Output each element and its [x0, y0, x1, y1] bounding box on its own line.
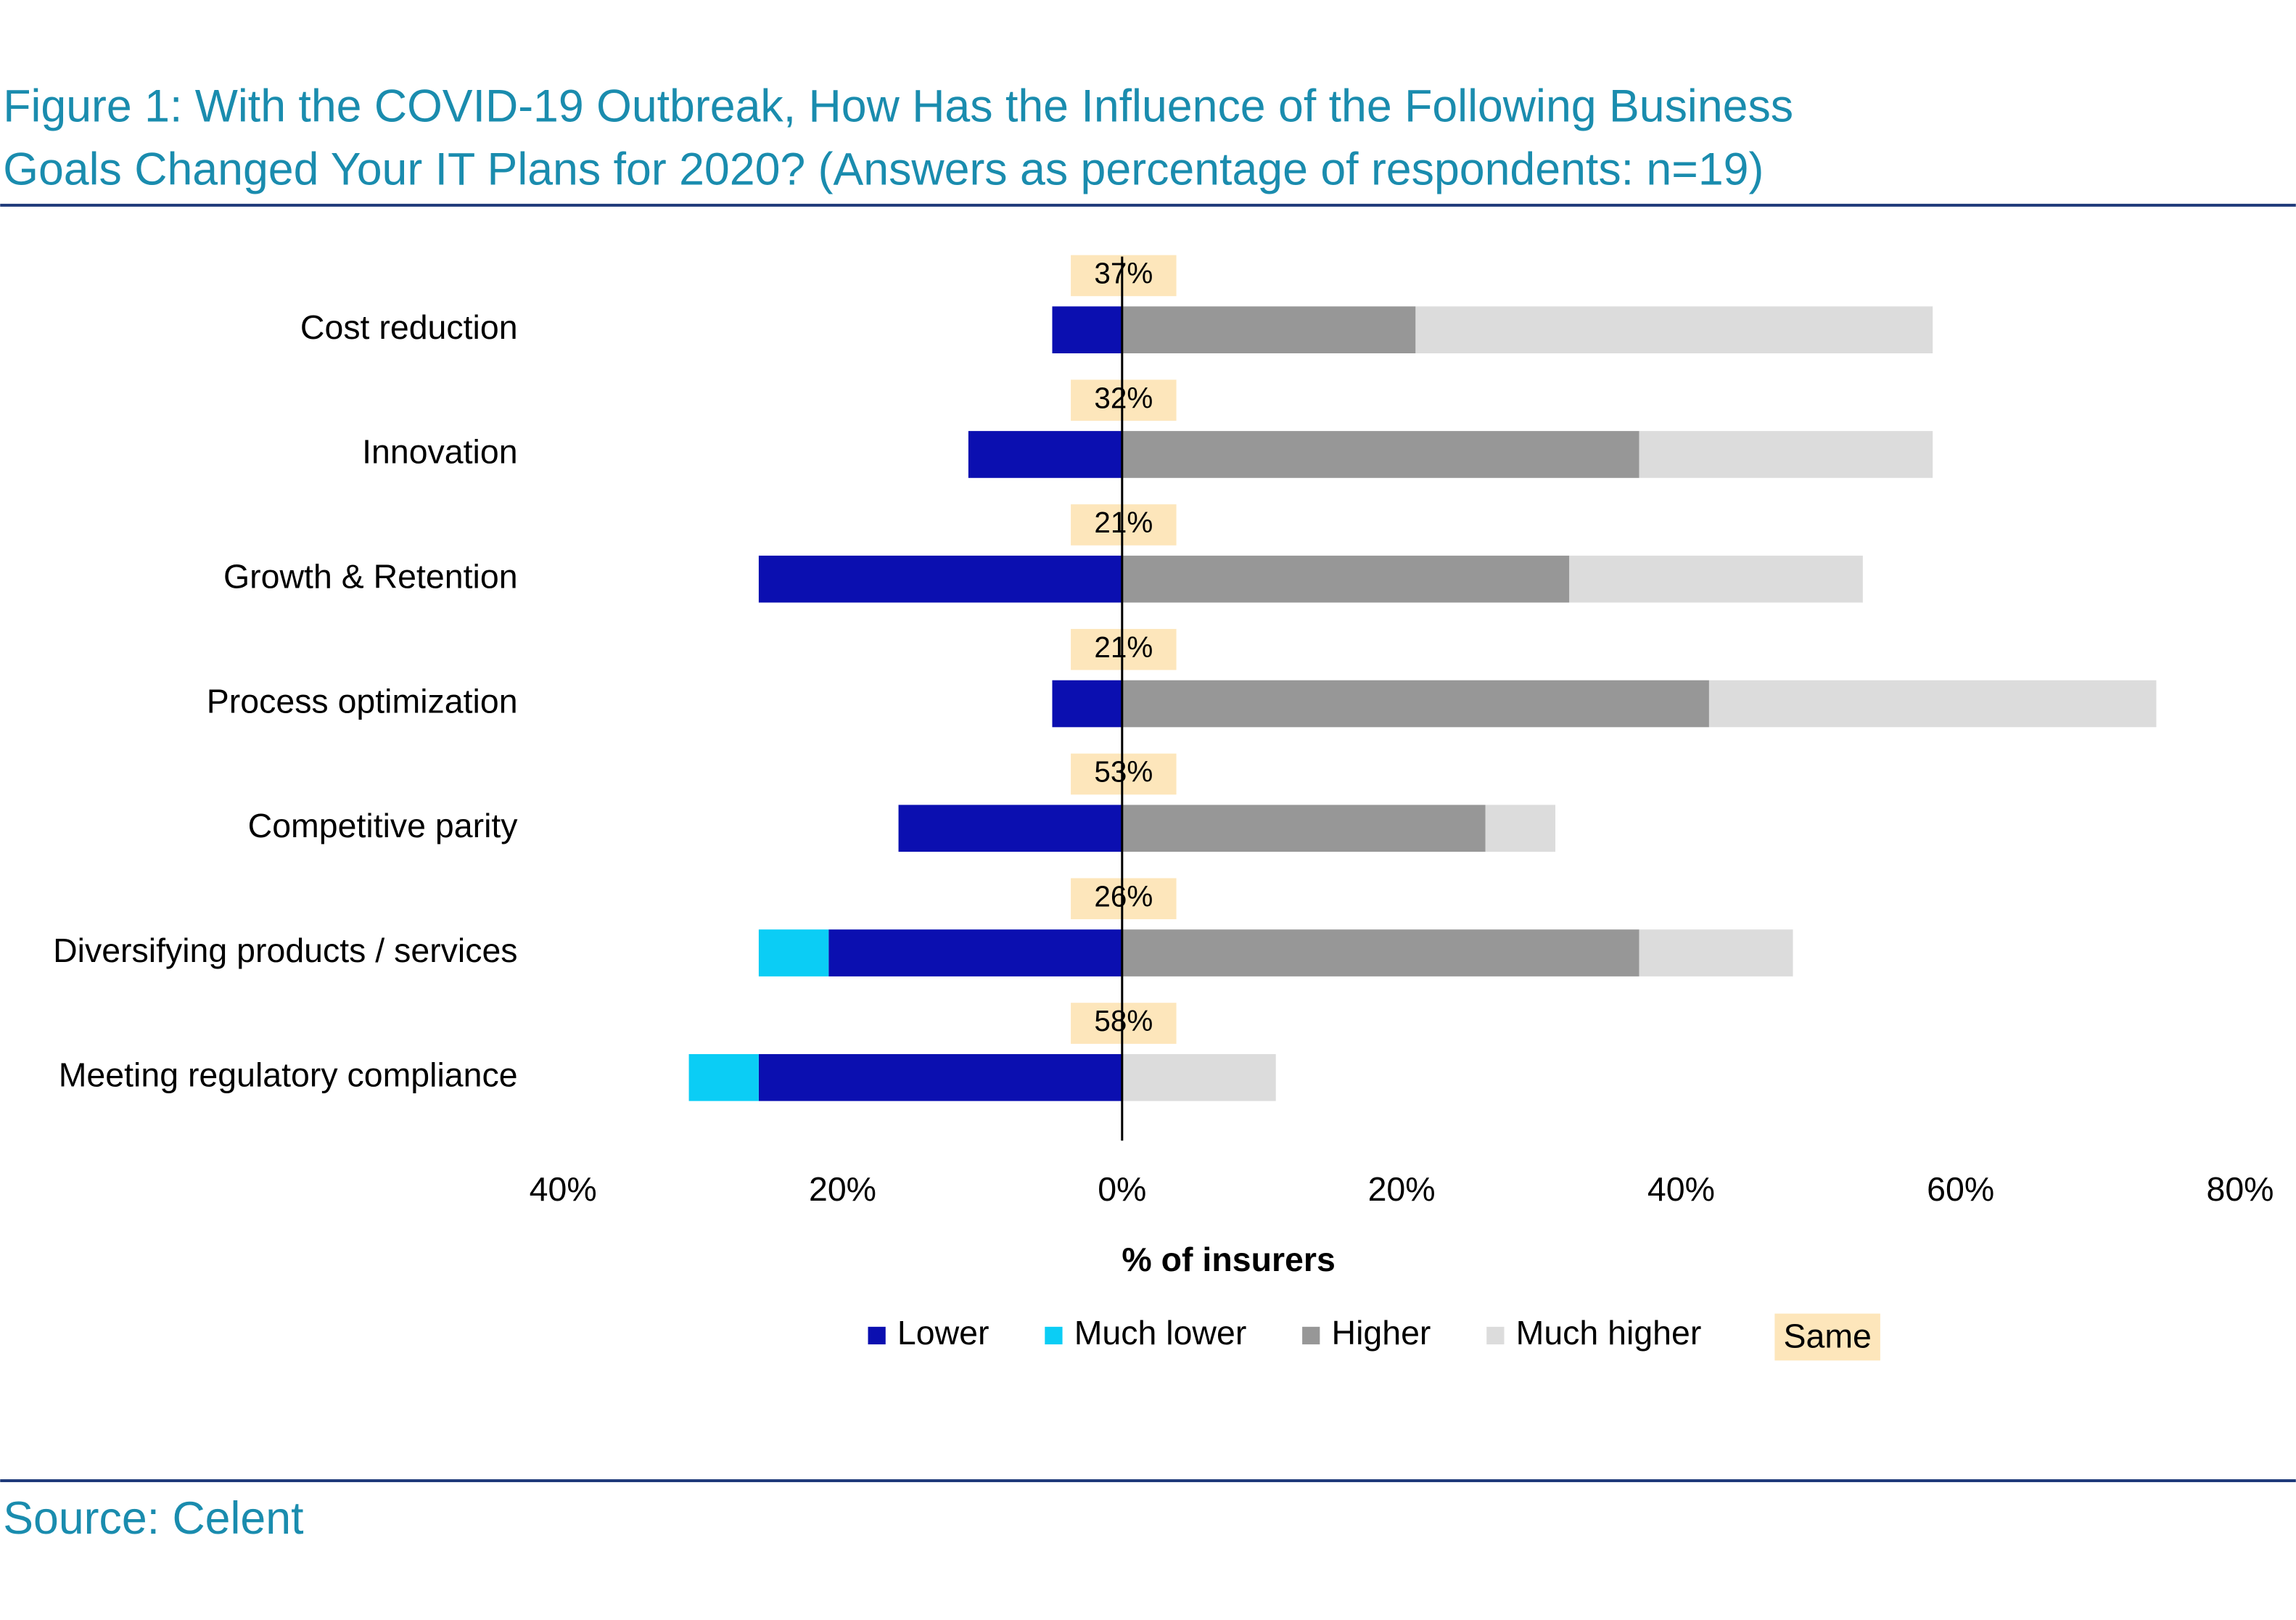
- same-label-box: [1071, 504, 1177, 546]
- bar: [968, 431, 1122, 478]
- bar: [1122, 929, 1639, 976]
- same-label: 53%: [1094, 755, 1153, 789]
- legend-label: Higher: [1332, 1314, 1431, 1352]
- bar: [1122, 431, 1639, 478]
- legend-label: Much higher: [1516, 1314, 1702, 1352]
- y-tick-label: Meeting regulatory compliance: [59, 1056, 518, 1094]
- bar: [1122, 306, 1416, 354]
- x-tick-label: 40%: [530, 1170, 597, 1208]
- x-tick-label: 0%: [1098, 1170, 1146, 1208]
- bar: [758, 929, 829, 976]
- y-tick-label: Competitive parity: [248, 807, 519, 844]
- same-label: 32%: [1094, 381, 1153, 414]
- source: Source: Celent: [3, 1493, 303, 1544]
- y-tick-label: Innovation: [362, 433, 517, 471]
- bar: [1485, 805, 1556, 852]
- same-label-box: [1071, 1003, 1177, 1044]
- bar: [898, 805, 1122, 852]
- legend-label: Same: [1784, 1317, 1872, 1354]
- x-tick-label: 40%: [1647, 1170, 1715, 1208]
- x-tick-label: 20%: [1368, 1170, 1436, 1208]
- bar: [1122, 1053, 1276, 1101]
- bar: [828, 929, 1122, 976]
- legend-box: [1774, 1313, 1880, 1361]
- bar: [1052, 306, 1122, 354]
- same-label-box: [1071, 255, 1177, 297]
- legend-label: Much lower: [1074, 1314, 1247, 1352]
- bar: [1122, 680, 1709, 728]
- same-label-box: [1071, 878, 1177, 920]
- bar: [1122, 805, 1486, 852]
- y-tick-label: Diversifying products / services: [53, 932, 517, 969]
- y-tick-label: Cost reduction: [300, 308, 518, 346]
- bar: [758, 1053, 1122, 1101]
- x-axis-label: % of insurers: [1122, 1241, 1335, 1278]
- bar: [1052, 680, 1122, 728]
- same-label: 26%: [1094, 879, 1153, 913]
- legend-swatch: [1486, 1326, 1505, 1345]
- bar: [1639, 929, 1793, 976]
- bar: [758, 555, 1122, 603]
- y-tick-label: Growth & Retention: [223, 558, 518, 596]
- same-label: 37%: [1094, 257, 1153, 290]
- same-label-box: [1071, 379, 1177, 421]
- x-tick-label: 20%: [809, 1170, 876, 1208]
- legend-swatch: [1302, 1326, 1320, 1345]
- bar: [1415, 306, 1933, 354]
- bar: [1122, 555, 1570, 603]
- legend-swatch: [1045, 1326, 1063, 1345]
- x-tick-label: 60%: [1927, 1170, 1994, 1208]
- same-label: 21%: [1094, 630, 1153, 664]
- legend-label: Lower: [897, 1314, 989, 1352]
- same-label-box: [1071, 753, 1177, 795]
- same-label: 21%: [1094, 506, 1153, 539]
- y-tick-label: Process optimization: [207, 682, 518, 720]
- same-label-box: [1071, 628, 1177, 670]
- bar: [1708, 680, 2157, 728]
- legend-swatch: [868, 1326, 886, 1345]
- same-label: 58%: [1094, 1004, 1153, 1037]
- bar: [1639, 431, 1933, 478]
- x-tick-label: 80%: [2206, 1170, 2274, 1208]
- chart-title: Goals Changed Your IT Plans for 2020? (A…: [3, 144, 1764, 195]
- bar: [1569, 555, 1863, 603]
- chart-title: Figure 1: With the COVID-19 Outbreak, Ho…: [3, 81, 1793, 132]
- bar: [688, 1053, 759, 1101]
